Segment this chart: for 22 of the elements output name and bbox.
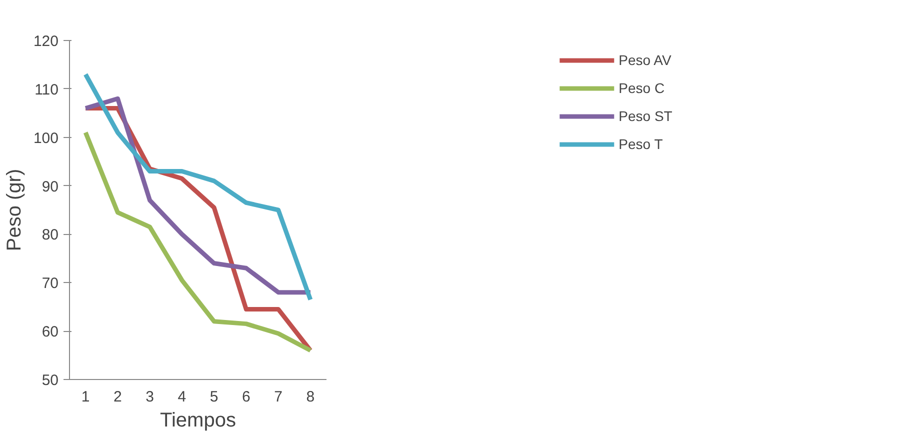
legend-label: Peso ST (618, 108, 672, 124)
y-tick-label: 70 (42, 275, 59, 292)
y-tick-label: 110 (34, 81, 59, 98)
y-tick-label: 50 (42, 372, 59, 389)
y-tick-label: 80 (42, 226, 59, 244)
x-tick-label: 3 (146, 388, 154, 406)
x-tick-label: 6 (242, 388, 250, 406)
legend-label: Peso C (618, 80, 665, 96)
x-tick-label: 2 (114, 388, 122, 406)
y-tick-label: 120 (33, 33, 59, 50)
y-axis-title: Peso (gr) (3, 168, 26, 252)
x-tick-label: 7 (274, 388, 282, 406)
x-axis-title: Tiempos (160, 410, 236, 432)
x-tick-label: 4 (178, 388, 186, 406)
y-tick-label: 90 (42, 178, 59, 196)
y-tick-label: 60 (42, 324, 59, 341)
legend-label: Peso T (618, 136, 663, 152)
legend-label: Peso AV (618, 52, 672, 68)
x-tick-label: 5 (210, 388, 218, 406)
y-tick-label: 100 (33, 130, 59, 147)
x-tick-label: 8 (306, 388, 315, 406)
x-tick-label: 1 (81, 388, 90, 406)
